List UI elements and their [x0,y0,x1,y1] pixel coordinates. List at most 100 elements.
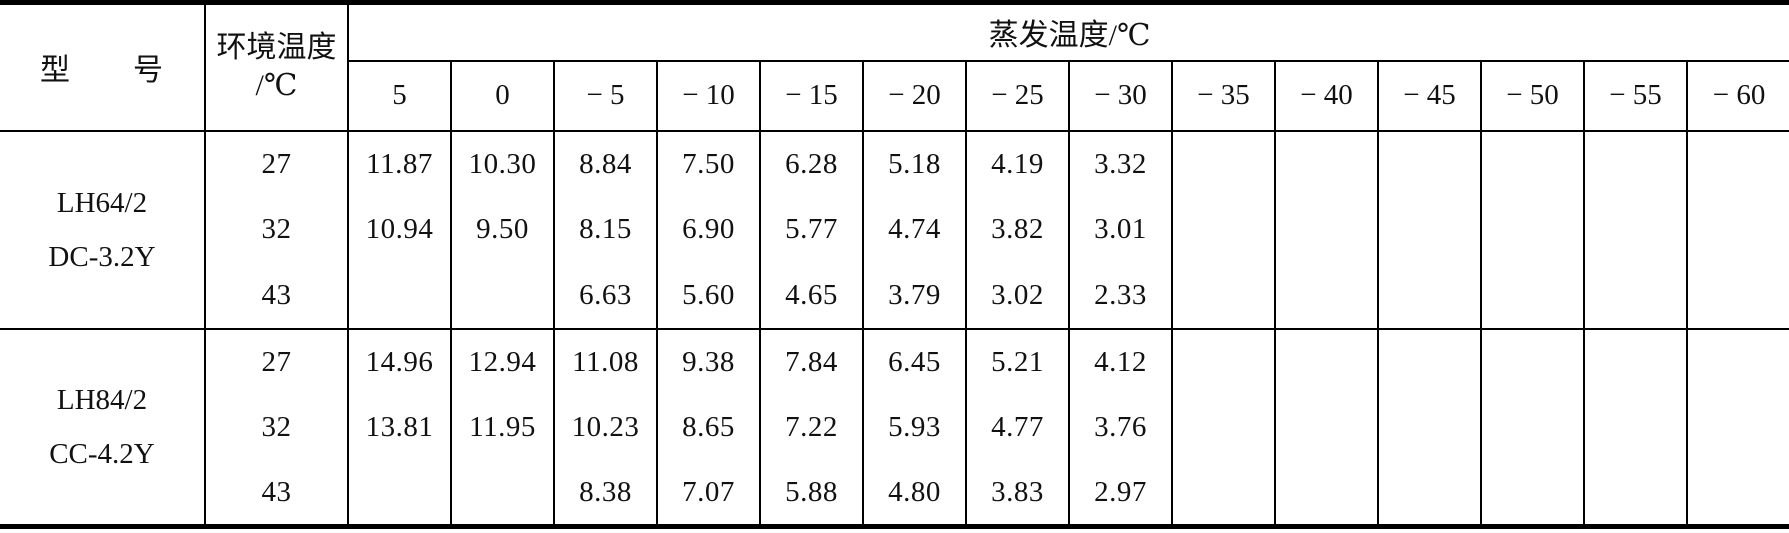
ambient-cell: 32 [204,394,348,461]
evap-col-header: − 15 [759,60,863,132]
value-cell: 3.32 [1068,130,1172,197]
evap-col-header: − 50 [1480,60,1584,132]
evap-col-header: − 40 [1274,60,1378,132]
value-cell: 5.18 [862,130,966,197]
value-cell [1583,130,1687,197]
value-cell [1480,394,1584,461]
value-cell: 4.65 [759,262,863,330]
value-cell: 2.97 [1068,460,1172,528]
value-cell [1685,394,1789,461]
value-cell: 11.87 [347,130,451,197]
value-cell [1583,196,1687,263]
value-cell: 4.74 [862,196,966,263]
value-cell [1583,394,1687,461]
value-cell: 4.19 [965,130,1069,197]
value-cell [1583,262,1687,330]
value-cell: 3.01 [1068,196,1172,263]
value-cell: 8.38 [553,460,657,528]
evap-col-header: − 25 [965,60,1069,132]
value-cell [1480,460,1584,528]
value-cell [1377,130,1481,197]
value-cell: 3.83 [965,460,1069,528]
ambient-cell: 32 [204,196,348,263]
value-cell [1274,394,1378,461]
value-cell [1171,130,1275,197]
value-cell [1377,394,1481,461]
value-cell [1274,262,1378,330]
value-cell: 7.50 [656,130,760,197]
header-row-main: 型 号 环境温度 /℃ 蒸发温度/℃ [0,2,1789,132]
value-cell: 6.63 [553,262,657,330]
value-cell [1480,262,1584,330]
table-row: 32 13.81 11.95 10.23 8.65 7.22 5.93 4.77… [0,394,1789,461]
value-cell: 7.07 [656,460,760,528]
value-cell [347,460,451,528]
value-cell [1171,328,1275,395]
value-cell [450,460,554,528]
value-cell: 4.80 [862,460,966,528]
table-row: 32 10.94 9.50 8.15 6.90 5.77 4.74 3.82 3… [0,196,1789,263]
value-cell: 3.82 [965,196,1069,263]
value-cell [1377,460,1481,528]
value-cell: 11.08 [553,328,657,395]
value-cell [1377,328,1481,395]
evap-col-header: − 20 [862,60,966,132]
ambient-cell: 27 [204,328,348,395]
value-cell: 9.38 [656,328,760,395]
evap-col-header: − 10 [656,60,760,132]
value-cell: 13.81 [347,394,451,461]
evap-col-header: − 35 [1171,60,1275,132]
value-cell: 10.30 [450,130,554,197]
evap-col-header: 5 [347,60,451,132]
model-cell: LH84/2 CC-4.2Y [0,328,205,528]
value-cell: 5.93 [862,394,966,461]
value-cell [1583,460,1687,528]
value-cell [1171,460,1275,528]
value-cell [1171,262,1275,330]
value-cell: 5.21 [965,328,1069,395]
model-column-header: 型 号 [0,2,205,132]
evap-col-header: − 55 [1583,60,1687,132]
value-cell: 5.60 [656,262,760,330]
table-row: LH84/2 CC-4.2Y 27 14.96 12.94 11.08 9.38… [0,328,1789,528]
table-row: 43 6.63 5.60 4.65 3.79 3.02 2.33 [0,262,1789,330]
value-cell: 6.45 [862,328,966,395]
model-cell: LH64/2 DC-3.2Y [0,130,205,330]
value-cell: 8.15 [553,196,657,263]
ambient-cell: 43 [204,262,348,330]
evap-col-header: − 30 [1068,60,1172,132]
value-cell [1274,196,1378,263]
value-cell [1171,394,1275,461]
value-cell [1480,196,1584,263]
evaporation-temp-header: 蒸发温度/℃ [346,2,1789,62]
value-cell [1583,328,1687,395]
value-cell [1685,196,1789,263]
value-cell: 10.23 [553,394,657,461]
value-cell [1480,328,1584,395]
ambient-cell: 43 [204,460,348,528]
value-cell [1274,328,1378,395]
value-cell [1274,460,1378,528]
value-cell: 3.79 [862,262,966,330]
value-cell: 8.65 [656,394,760,461]
value-cell [1480,130,1584,197]
model-line2: DC-3.2Y [48,240,156,273]
value-cell [1685,460,1789,528]
model-line1: LH64/2 [56,186,148,219]
header-row-temps: 5 0 − 5 − 10 − 15 − 20 − 25 − 30 − 35 − … [0,60,1789,132]
value-cell: 6.28 [759,130,863,197]
value-cell: 3.02 [965,262,1069,330]
value-cell [1377,262,1481,330]
value-cell: 14.96 [347,328,451,395]
value-cell [1274,130,1378,197]
value-cell [450,262,554,330]
value-cell: 4.77 [965,394,1069,461]
ambient-header-line2: /℃ [255,69,298,103]
value-cell [1685,328,1789,395]
value-cell: 12.94 [450,328,554,395]
value-cell: 7.84 [759,328,863,395]
evap-col-header: 0 [450,60,554,132]
value-cell: 11.95 [450,394,554,461]
value-cell: 6.90 [656,196,760,263]
